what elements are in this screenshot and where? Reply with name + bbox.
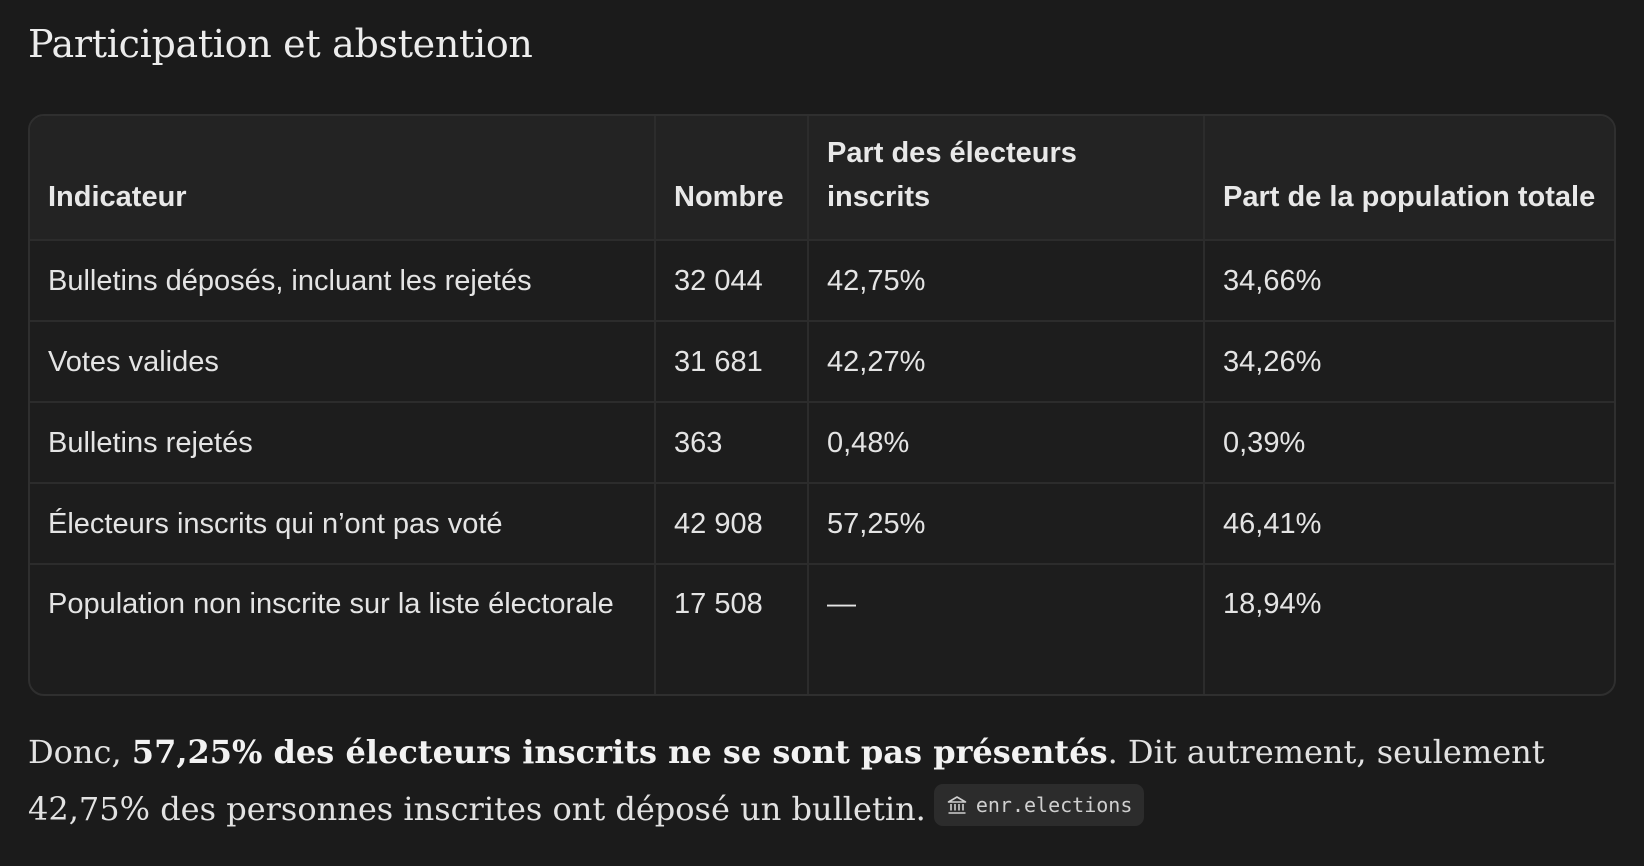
cell-part-inscrits: 0,48%: [808, 402, 1205, 484]
results-table-container: Indicateur Nombre Part des électeurs ins…: [28, 114, 1616, 696]
cell-nombre: 363: [655, 402, 809, 484]
cell-part-population: 0,39%: [1204, 402, 1614, 484]
column-header-part-inscrits: Part des électeurs inscrits: [808, 116, 1205, 241]
cell-part-population: 18,94%: [1223, 588, 1322, 620]
cell-nombre: 31 681: [655, 321, 809, 403]
participation-table: Indicateur Nombre Part des électeurs ins…: [30, 116, 1614, 694]
cell-nombre: 42 908: [655, 483, 809, 565]
cell-indicateur: Votes valides: [30, 321, 656, 403]
cell-part-inscrits: 42,27%: [808, 321, 1205, 403]
summary-prefix: Donc,: [28, 733, 132, 771]
column-header-part-population: Part de la population totale: [1204, 116, 1614, 241]
cell-indicateur: Bulletins déposés, incluant les rejetés: [30, 240, 656, 322]
cell-part-inscrits: 57,25%: [808, 483, 1205, 565]
table-row: Bulletins déposés, incluant les rejetés …: [30, 240, 1614, 322]
cell-nombre: 32 044: [655, 240, 809, 322]
cell-part-population: 46,41%: [1204, 483, 1614, 565]
cell-part-inscrits: —: [808, 564, 1205, 694]
cell-part-inscrits: 42,75%: [808, 240, 1205, 322]
table-header-row: Indicateur Nombre Part des électeurs ins…: [30, 116, 1614, 241]
cell-indicateur: Population non inscrite sur la liste éle…: [30, 564, 656, 694]
section-heading: Participation et abstention: [28, 22, 533, 66]
cell-part-population: 34,26%: [1204, 321, 1614, 403]
source-chip-label: enr.elections: [975, 793, 1133, 817]
summary-suffix: . Dit autrement, seulement 42,75% des pe…: [28, 733, 1545, 828]
summary-highlight: 57,25% des électeurs inscrits ne se sont…: [131, 733, 1108, 771]
table-row: Électeurs inscrits qui n’ont pas voté 42…: [30, 483, 1614, 565]
source-citation-chip[interactable]: enr.elections: [933, 784, 1145, 826]
cell-indicateur: Bulletins rejetés: [30, 402, 656, 484]
table-row: Bulletins rejetés 363 0,48% 0,39%: [30, 402, 1614, 484]
table-row: Population non inscrite sur la liste éle…: [30, 564, 1614, 694]
institution-icon: [946, 794, 968, 816]
cell-part-population: 34,66%: [1204, 240, 1614, 322]
cell-nombre: 17 508: [655, 564, 809, 694]
summary-paragraph: Donc, 57,25% des électeurs inscrits ne s…: [28, 724, 1628, 838]
column-header-indicateur: Indicateur: [30, 116, 656, 241]
cell-indicateur: Électeurs inscrits qui n’ont pas voté: [30, 483, 656, 565]
column-header-nombre: Nombre: [655, 116, 809, 241]
table-row: Votes valides 31 681 42,27% 34,26%: [30, 321, 1614, 403]
